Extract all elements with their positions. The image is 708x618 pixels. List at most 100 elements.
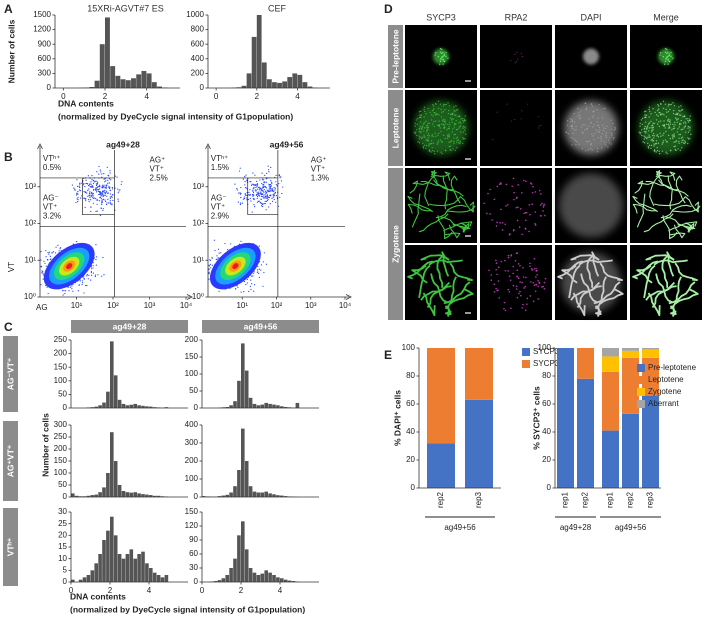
histogram-bar	[98, 554, 102, 582]
event-dot	[240, 196, 242, 199]
event-dot	[253, 204, 255, 206]
event-dot	[244, 181, 246, 183]
event-dot	[90, 274, 93, 276]
micrograph-signal	[431, 109, 434, 112]
event-dot	[239, 167, 241, 169]
micrograph-signal	[662, 141, 664, 144]
bar-segment	[642, 357, 659, 396]
micrograph-signal	[639, 122, 641, 124]
micrograph-signal	[438, 132, 440, 135]
micrograph-signal	[439, 60, 442, 63]
event-dot	[104, 178, 106, 180]
event-dot	[252, 272, 254, 274]
micrograph-signal	[441, 119, 444, 121]
row-header	[388, 168, 403, 320]
x-tick-label: 4	[278, 586, 283, 595]
event-dot	[263, 191, 265, 193]
micrograph-signal	[680, 105, 682, 107]
event-dot	[103, 190, 105, 192]
chart-title: 15XRi-AGVT#7 ES	[87, 3, 164, 13]
micrograph-signal	[638, 131, 641, 133]
micrograph-signal	[601, 117, 604, 119]
chart-title: ag49+28	[106, 139, 140, 149]
event-dot	[71, 288, 73, 290]
micrograph-signal	[675, 140, 678, 142]
y-tick-label: 50	[189, 386, 198, 395]
bar-segment	[602, 348, 619, 357]
micrograph-signal	[455, 109, 458, 112]
micrograph-signal	[520, 118, 522, 120]
micrograph-signal	[421, 126, 423, 128]
histogram-bar	[145, 406, 149, 408]
micrograph-signal	[669, 104, 671, 106]
micrograph-signal	[451, 113, 454, 116]
event-dot	[121, 181, 123, 183]
micrograph-signal	[657, 142, 660, 144]
histogram-bar	[229, 568, 233, 582]
micrograph-signal	[430, 151, 432, 153]
histogram-bar	[264, 402, 268, 408]
micrograph-signal	[590, 148, 592, 150]
event-dot	[264, 200, 266, 203]
micrograph-signal	[576, 281, 601, 309]
micrograph-signal	[444, 119, 446, 121]
event-dot	[71, 184, 74, 186]
micrograph-signal	[430, 142, 433, 145]
histogram-bar	[149, 568, 153, 582]
event-dot	[100, 207, 102, 209]
event-dot	[79, 197, 82, 199]
column-header: Merge	[653, 12, 679, 22]
gate-label: AG⁺	[150, 155, 166, 164]
micrograph-signal	[668, 281, 696, 305]
event-dot	[69, 286, 72, 288]
micrograph-signal	[651, 138, 653, 141]
micrograph-signal	[669, 123, 672, 125]
micrograph-signal	[689, 137, 691, 140]
micrograph-signal	[421, 137, 423, 140]
micrograph-signal	[489, 213, 491, 215]
micrograph-signal	[580, 126, 583, 128]
event-dot	[90, 206, 92, 208]
micrograph-signal	[639, 133, 641, 135]
event-dot	[268, 189, 270, 191]
event-dot	[262, 261, 264, 263]
micrograph-signal	[591, 251, 600, 277]
column-header	[202, 320, 319, 333]
event-dot	[102, 256, 104, 259]
bar-segment	[577, 378, 594, 488]
micrograph-signal	[449, 148, 452, 151]
micrograph-signal	[645, 116, 647, 118]
micrograph-signal	[525, 219, 527, 222]
legend-swatch	[637, 376, 645, 384]
micrograph-signal	[452, 112, 454, 114]
micrograph-signal	[456, 109, 459, 111]
micrograph-signal	[657, 115, 659, 117]
event-dot	[258, 191, 260, 193]
micrograph-signal	[537, 285, 540, 288]
micrograph-signal	[687, 138, 690, 140]
micrograph-signal	[447, 136, 449, 138]
event-dot	[265, 191, 267, 193]
micrograph-signal	[465, 133, 467, 136]
micrograph-signal	[687, 142, 689, 145]
micrograph-signal	[430, 273, 449, 304]
micrograph-signal	[464, 137, 466, 140]
micrograph-signal	[684, 140, 686, 142]
micrograph-signal	[664, 127, 666, 129]
micrograph-signal	[542, 285, 545, 288]
micrograph-signal	[570, 136, 573, 139]
micrograph-signal	[674, 113, 677, 116]
event-dot	[269, 203, 271, 205]
histogram-bar	[141, 405, 145, 408]
histogram-bar	[252, 403, 257, 408]
micrograph-signal	[521, 281, 523, 284]
micrograph-signal	[519, 281, 521, 283]
micrograph-signal	[439, 48, 442, 50]
event-dot	[107, 186, 110, 188]
row-header	[3, 336, 18, 412]
event-dot	[89, 183, 91, 185]
micrograph-signal	[433, 150, 435, 152]
micrograph-signal	[445, 55, 447, 58]
event-dot	[109, 197, 111, 199]
event-dot	[246, 278, 248, 281]
